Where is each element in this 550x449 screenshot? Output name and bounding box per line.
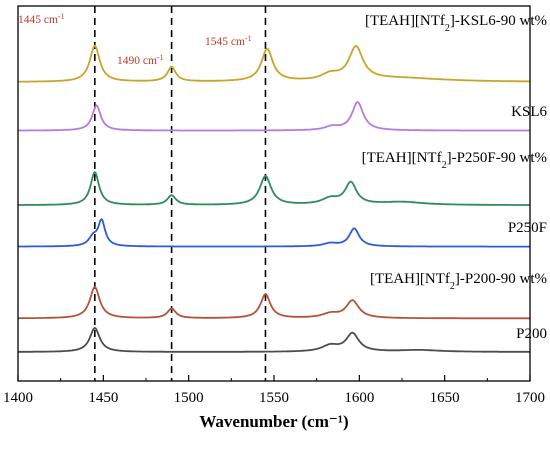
series-label: [TEAH][NTf2]-P200-90 wt% [370,271,547,292]
series-label: [TEAH][NTf2]-KSL6-90 wt% [365,13,547,34]
series-label: P200 [516,326,547,342]
x-tick-label: 1550 [259,390,289,406]
series-line [18,217,530,248]
reference-lines [94,6,267,381]
x-tick-label: 1400 [3,390,33,406]
x-tick-label: 1700 [515,390,545,406]
series-label: [TEAH][NTf2]-P250F-90 wt% [362,150,547,171]
peak-annotation: 1545 cm-1 [205,34,252,49]
peak-annotation: 1490 cm-1 [117,53,164,68]
series-line [18,100,530,132]
series-line [18,286,530,320]
peak-annotation: 1445 cm-1 [18,12,65,27]
x-axis: 1400 1450 1500 1550 1600 1650 1700 [3,375,545,406]
x-tick-label: 1450 [88,390,118,406]
series-line [17,44,530,83]
x-tick-label: 1600 [344,390,374,406]
x-tick-label: 1500 [174,390,204,406]
peak-annotations: 1445 cm-1 1490 cm-1 1545 cm-1 [18,12,252,68]
series-group [17,44,530,353]
series-line [18,170,530,206]
series-labels: [TEAH][NTf2]-KSL6-90 wt% KSL6 [TEAH][NTf2]… [362,13,548,342]
series-line [18,327,530,353]
series-label: P250F [508,220,547,236]
series-label: KSL6 [511,104,547,120]
x-axis-label: Wavenumber (cm⁻¹) [199,412,348,431]
x-tick-label: 1650 [430,390,460,406]
